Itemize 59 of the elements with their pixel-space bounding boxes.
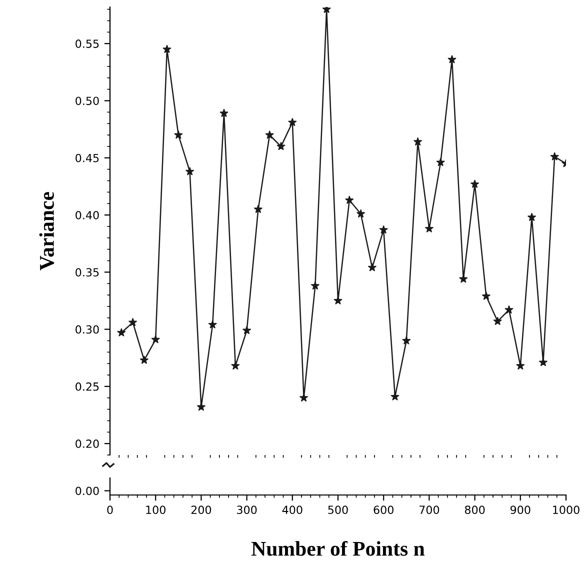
- point: [334, 296, 342, 305]
- x-tick-label: 200: [191, 506, 212, 514]
- point: [299, 393, 308, 402]
- point: [310, 281, 320, 290]
- point: [174, 130, 183, 139]
- point: [527, 212, 536, 222]
- point: [470, 180, 480, 188]
- point: [493, 316, 502, 326]
- point: [208, 320, 217, 329]
- y-tick-label: 0.40: [76, 210, 99, 220]
- text: 0.00: [76, 486, 99, 496]
- point: [379, 225, 388, 234]
- point: [242, 326, 252, 334]
- point: [265, 130, 274, 139]
- point: [254, 204, 263, 214]
- y-tick-label: 0.45: [76, 154, 99, 162]
- y-tick-label: 0.30: [76, 325, 99, 334]
- x-tick-label: 400: [282, 506, 302, 514]
- point: [424, 224, 434, 233]
- point: [448, 54, 456, 64]
- x-tick-label: 100: [146, 506, 166, 514]
- point: [231, 361, 240, 370]
- point: [390, 392, 400, 401]
- y-tick-label: 0.55: [76, 40, 99, 48]
- point: [128, 318, 138, 326]
- point: [356, 209, 366, 218]
- point: [345, 196, 354, 204]
- x-tick-label: 800: [464, 506, 485, 514]
- y-tick-label: 0.20: [76, 440, 99, 448]
- point: [220, 108, 228, 118]
- y-tick-label: 0.50: [76, 96, 99, 106]
- point: [516, 361, 525, 370]
- x-tick-label: 300: [237, 506, 257, 514]
- point: [162, 44, 172, 54]
- x-axis-title: Number of Points n: [251, 540, 425, 556]
- point: [550, 152, 559, 161]
- x-tick-label: 600: [374, 506, 394, 514]
- point: [140, 356, 149, 364]
- point: [436, 158, 445, 166]
- point: [413, 137, 422, 146]
- point: [276, 142, 286, 150]
- x-tick-label: 500: [328, 506, 348, 514]
- point: [151, 334, 160, 344]
- point: [185, 166, 194, 176]
- point: [402, 336, 411, 345]
- point: [368, 262, 377, 272]
- x-tick-label: 700: [420, 506, 440, 514]
- x-tick-label: 1000: [553, 506, 580, 514]
- y-tick-label: 0.25: [76, 382, 99, 391]
- point: [459, 274, 468, 283]
- point: [504, 305, 514, 314]
- y-axis-title: Variance: [39, 192, 54, 270]
- x-tick-label: 0: [107, 506, 113, 514]
- point: [288, 118, 297, 126]
- y-tick-label: 0.35: [76, 268, 99, 277]
- point: [117, 328, 126, 337]
- x-tick-label: 900: [510, 506, 530, 514]
- point: [482, 292, 491, 300]
- point: [322, 7, 331, 14]
